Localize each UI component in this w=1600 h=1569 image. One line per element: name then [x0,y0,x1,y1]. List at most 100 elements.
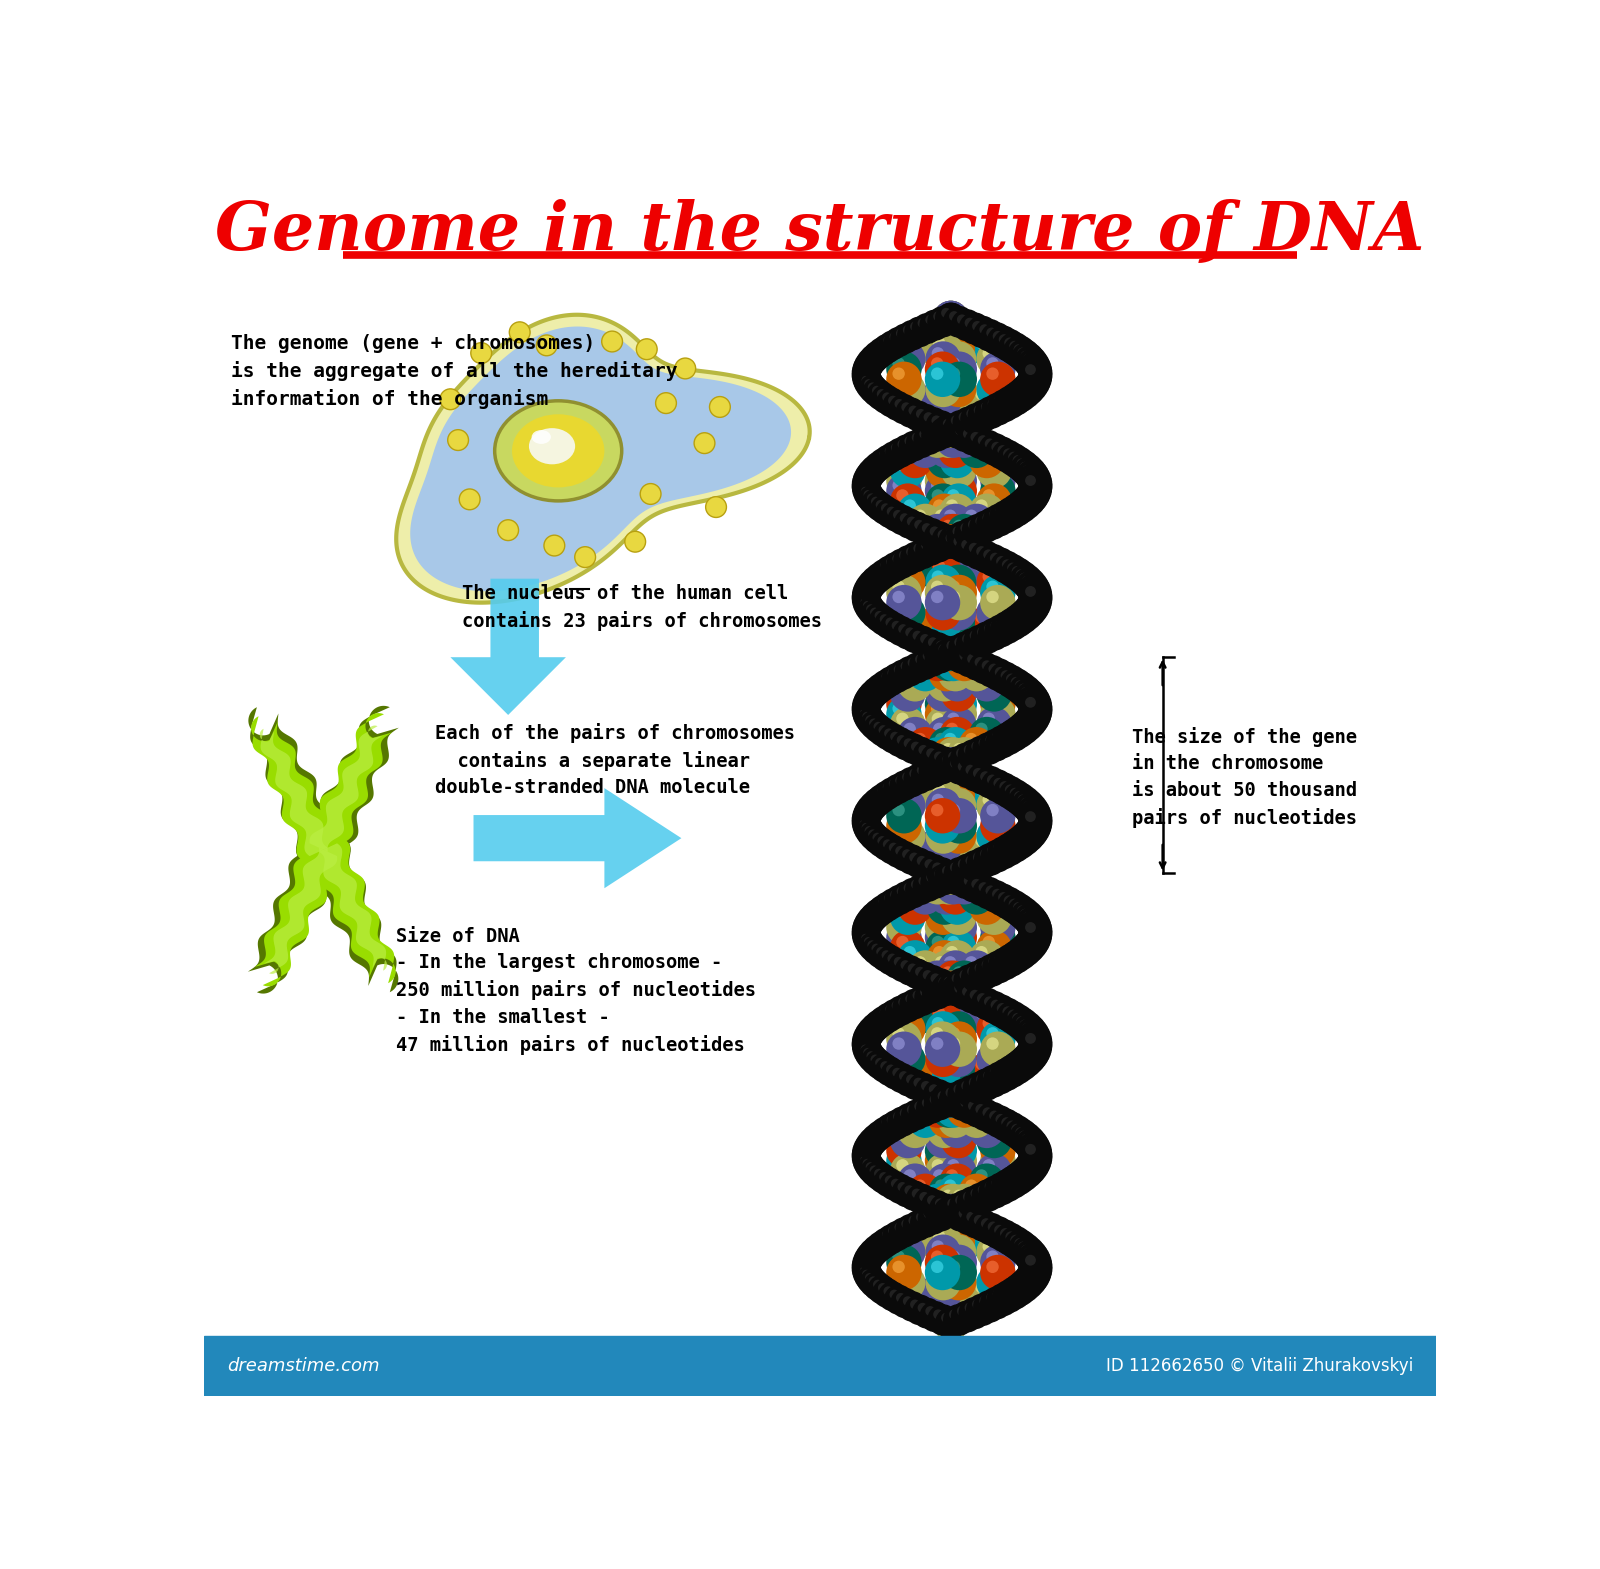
Circle shape [861,455,890,485]
Circle shape [867,940,877,949]
Circle shape [1002,715,1035,748]
Circle shape [915,1092,947,1123]
Circle shape [939,1200,952,1213]
Circle shape [939,1276,974,1310]
Circle shape [981,1216,1014,1249]
Circle shape [939,642,952,654]
Circle shape [875,946,906,976]
Circle shape [958,767,994,803]
Circle shape [1018,1131,1051,1166]
Circle shape [942,1098,954,1111]
Circle shape [888,659,918,690]
Circle shape [902,1210,933,1241]
Circle shape [939,1087,952,1100]
Circle shape [986,692,998,704]
Circle shape [979,1175,1011,1208]
Circle shape [930,1084,939,1094]
Circle shape [869,345,878,355]
Circle shape [1008,375,1042,410]
Circle shape [1000,391,1011,402]
Circle shape [970,1051,1005,1087]
Circle shape [986,1260,998,1272]
Circle shape [923,1089,955,1120]
Circle shape [965,1302,974,1313]
Circle shape [922,979,954,1009]
Circle shape [976,1073,987,1084]
Circle shape [925,1010,962,1047]
Circle shape [976,1042,1011,1076]
Circle shape [925,1123,962,1158]
Circle shape [1016,1017,1050,1051]
Circle shape [973,877,1005,910]
Circle shape [858,1034,867,1043]
Circle shape [947,683,960,695]
Polygon shape [302,712,392,857]
Circle shape [917,646,947,676]
Circle shape [942,306,974,337]
Circle shape [976,388,987,400]
Circle shape [914,424,944,455]
Circle shape [966,967,978,976]
Circle shape [859,791,888,821]
Circle shape [971,431,981,442]
Circle shape [706,497,726,518]
Circle shape [861,577,870,587]
Circle shape [931,422,966,458]
Circle shape [946,449,958,461]
Circle shape [1018,714,1027,725]
Circle shape [890,1123,925,1158]
Circle shape [926,1051,962,1087]
Circle shape [998,778,1032,813]
Circle shape [896,458,909,471]
Circle shape [933,835,946,847]
Circle shape [930,417,960,449]
Circle shape [856,1265,886,1294]
Circle shape [1021,375,1032,384]
Circle shape [933,610,946,623]
Circle shape [1024,915,1035,926]
Circle shape [1016,795,1050,830]
Circle shape [946,1230,958,1243]
Circle shape [890,453,925,488]
Circle shape [637,339,658,359]
Circle shape [861,488,891,518]
Circle shape [859,1139,869,1149]
Circle shape [997,1003,1008,1014]
Circle shape [960,522,971,533]
Circle shape [936,1296,971,1331]
Circle shape [947,515,982,549]
Circle shape [1018,577,1053,610]
Circle shape [987,325,1019,358]
Circle shape [1022,1153,1034,1164]
Circle shape [893,1111,902,1122]
Circle shape [949,869,958,879]
Circle shape [878,896,888,905]
Circle shape [941,1042,976,1076]
Circle shape [1018,1145,1051,1178]
Circle shape [986,916,998,927]
Circle shape [938,540,949,552]
Circle shape [960,1207,992,1238]
Circle shape [890,1288,920,1318]
Circle shape [968,957,1002,990]
Circle shape [942,987,954,999]
Circle shape [965,1291,978,1304]
Circle shape [952,876,965,888]
Circle shape [933,301,968,336]
Circle shape [1014,1240,1048,1272]
Circle shape [872,781,901,811]
Circle shape [854,1261,883,1291]
Circle shape [890,1290,899,1299]
Circle shape [891,1177,922,1208]
Circle shape [942,1304,974,1335]
Circle shape [1022,1043,1032,1054]
Circle shape [878,723,909,753]
Circle shape [1022,576,1032,587]
Circle shape [864,714,893,744]
Circle shape [931,1128,944,1141]
Circle shape [947,479,960,491]
Circle shape [912,631,923,640]
Circle shape [970,1078,979,1087]
Circle shape [854,461,883,491]
Circle shape [858,1127,888,1156]
